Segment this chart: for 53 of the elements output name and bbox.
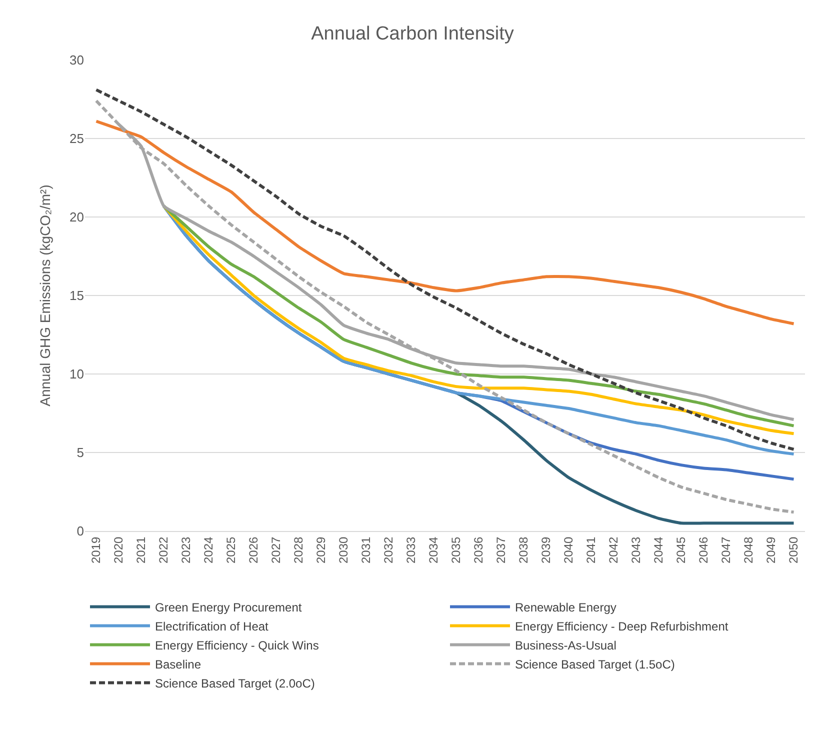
legend-label: Energy Efficiency - Deep Refurbishment	[515, 619, 729, 634]
x-tick-label: 2046	[696, 536, 711, 564]
x-tick-label: 2032	[382, 536, 396, 564]
legend-label: Baseline	[155, 657, 202, 672]
x-tick-label: 2037	[494, 536, 508, 564]
x-tick-label: 2043	[629, 536, 644, 564]
line-series	[94, 88, 796, 451]
x-tick-label: 2023	[179, 536, 194, 564]
legend-label: Renewable Energy	[515, 600, 616, 614]
x-tick-label: 2042	[606, 536, 621, 564]
x-tick-label: 2027	[269, 536, 284, 564]
line-series	[94, 99, 796, 514]
y-tick-label: 25	[70, 131, 84, 146]
x-tick-label: 2033	[404, 536, 418, 564]
x-tick-label: 2035	[449, 536, 464, 564]
x-tick-label: 2025	[224, 536, 238, 564]
x-tick-label: 2028	[292, 536, 306, 564]
x-tick-label: 2045	[674, 536, 688, 564]
x-tick-label: 2049	[764, 536, 778, 564]
x-tick-label: 2020	[112, 536, 126, 564]
x-tick-label: 2040	[562, 536, 576, 564]
x-tick-label: 2029	[314, 536, 328, 564]
x-tick-label: 2034	[426, 536, 441, 564]
legend-label: Green Energy Procurement	[155, 600, 302, 614]
x-tick-label: 2050	[786, 536, 801, 564]
x-tick-label: 2031	[359, 536, 374, 564]
legend-label: Energy Efficiency - Quick Wins	[155, 638, 319, 652]
y-tick-label: 30	[70, 52, 84, 68]
x-tick-label: 2044	[652, 536, 666, 564]
x-tick-label: 2038	[516, 536, 531, 564]
x-tick-label: 2022	[156, 536, 171, 564]
legend-label: Science Based Target (1.5oC)	[515, 657, 675, 672]
y-tick-label: 5	[76, 445, 84, 460]
x-tick-label: 2019	[89, 536, 104, 564]
x-tick-label: 2048	[742, 536, 756, 564]
x-tick-label: 2041	[584, 536, 598, 564]
x-tick-label: 2039	[539, 536, 554, 564]
legend-label: Electrification of Heat	[155, 619, 270, 634]
chart-title: Annual Carbon Intensity	[311, 24, 514, 45]
x-tick-label: 2036	[472, 536, 486, 564]
y-axis-title: Annual GHG Emissions (kgCO₂/m²)	[37, 184, 54, 406]
legend-label: Science Based Target (2.0oC)	[155, 676, 315, 690]
y-tick-label: 10	[70, 366, 84, 382]
y-tick-label: 0	[76, 524, 84, 539]
legend-label: Business-As-Usual	[515, 638, 616, 652]
x-tick-label: 2030	[336, 536, 351, 564]
x-tick-label: 2047	[719, 536, 734, 564]
y-tick-label: 15	[70, 288, 84, 304]
y-tick-label: 20	[70, 210, 84, 225]
x-tick-label: 2026	[246, 536, 261, 564]
x-tick-label: 2021	[134, 536, 148, 564]
x-tick-label: 2024	[202, 536, 216, 564]
line-series	[94, 120, 796, 326]
